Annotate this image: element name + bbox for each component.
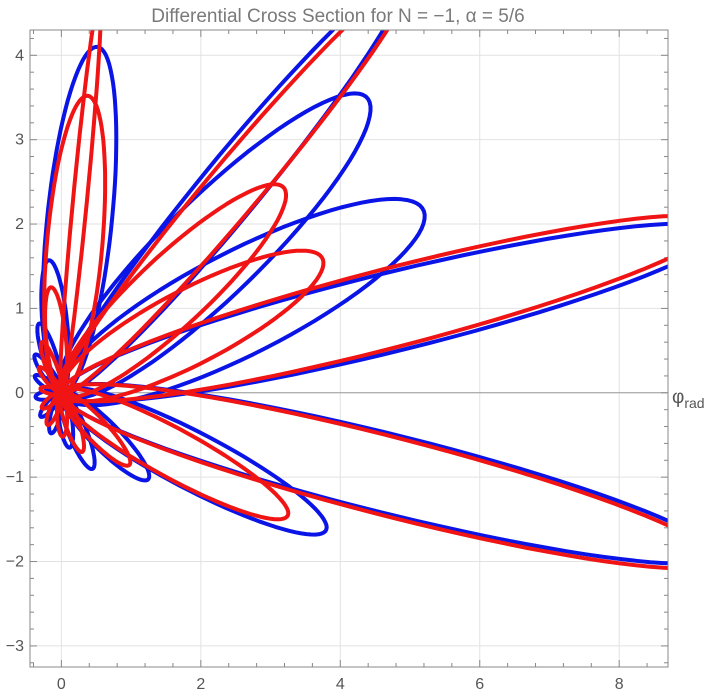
series-red [36,30,668,570]
y-tick-label: −1 [6,469,24,486]
x-tick-label: 4 [336,676,345,693]
y-tick-label: −2 [6,554,24,571]
plot-frame [29,29,669,668]
red-series-lobe [59,386,291,522]
grid [30,30,668,667]
red-series-lobe [57,182,288,400]
x-axis-label-main: φ [672,387,684,408]
blue-series-lobe [59,221,668,404]
x-axis-label-sub: rad [684,395,704,411]
x-tick-label: 8 [615,676,624,693]
red-series-lobe [59,214,668,404]
red-series-lobe [58,248,326,404]
y-tick-label: 3 [15,132,24,149]
y-tick-label: −3 [6,638,24,655]
x-axis-label: φrad [672,387,705,411]
red-series-lobe [59,382,668,570]
blue-series-lobe [58,30,386,396]
red-series-lobe [58,30,390,396]
y-tick-label: 0 [15,385,24,402]
red-series-lobe [38,340,65,395]
x-tick-label: 0 [57,676,66,693]
red-series-lobe [43,285,70,395]
y-tick-label: 1 [15,300,24,317]
tick-labels: 0 2 4 6 8 −3 −2 −1 0 1 2 3 4 [6,47,624,693]
red-series-lobe [58,30,103,395]
red-series-lobe [58,389,133,468]
x-tick-label: 2 [196,676,205,693]
x-tick-label: 6 [475,676,484,693]
y-tick-label: 4 [15,47,24,64]
y-tick-label: 2 [15,216,24,233]
blue-series-lobe [57,91,373,401]
plot-border [29,29,669,668]
chart-title: Differential Cross Section for N = −1, α… [151,6,524,27]
tick-marks [30,30,668,667]
